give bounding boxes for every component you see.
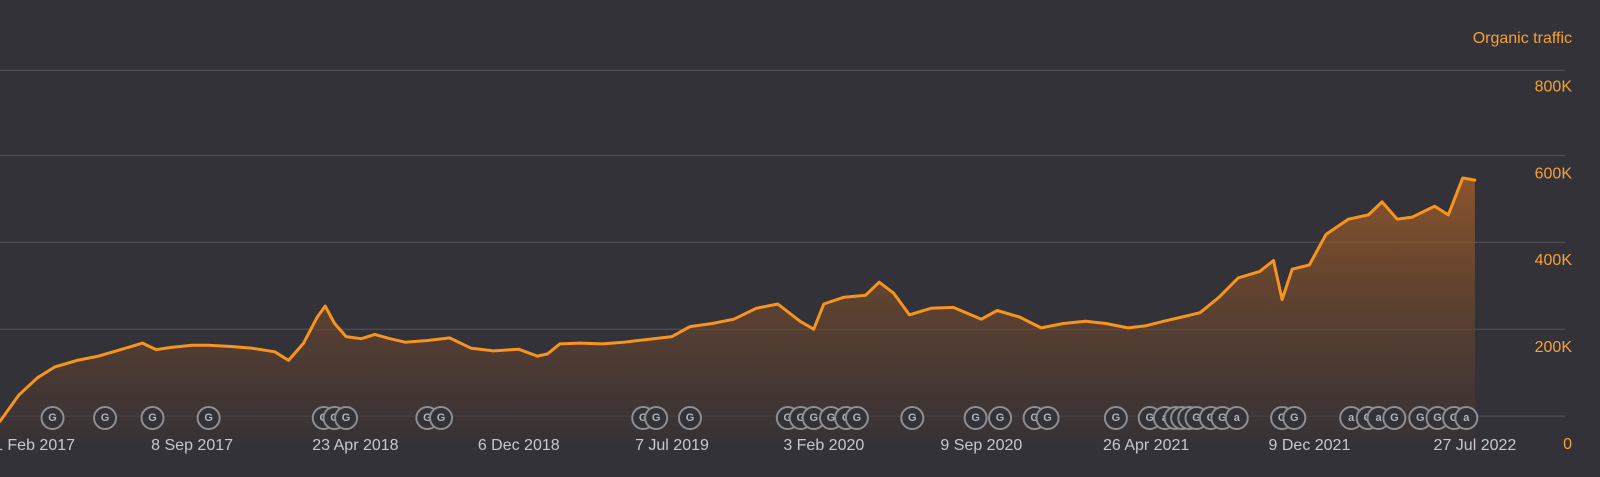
- google-update-marker-icon[interactable]: G: [1382, 406, 1407, 430]
- svg-text:G: G: [652, 412, 661, 424]
- svg-text:G: G: [342, 412, 351, 424]
- svg-text:G: G: [1433, 412, 1442, 424]
- x-tick-label: 6 Dec 2018: [478, 437, 560, 454]
- svg-text:G: G: [101, 412, 110, 424]
- y-tick-label: 400K: [1535, 252, 1573, 269]
- svg-text:a: a: [1375, 412, 1382, 424]
- google-update-marker-icon[interactable]: G: [40, 406, 65, 430]
- google-update-marker-icon[interactable]: G: [963, 406, 988, 430]
- google-update-marker-icon[interactable]: G: [844, 406, 869, 430]
- google-update-marker-icon[interactable]: G: [334, 406, 359, 430]
- google-update-marker-icon[interactable]: G: [140, 406, 165, 430]
- svg-text:G: G: [1030, 412, 1039, 424]
- annotation-marker-icon[interactable]: a: [1224, 406, 1249, 430]
- svg-text:G: G: [1390, 412, 1399, 424]
- svg-text:G: G: [48, 412, 57, 424]
- x-tick-label: 1 Feb 2017: [0, 437, 75, 454]
- svg-text:G: G: [1043, 412, 1052, 424]
- area-layer: [0, 178, 1475, 443]
- annotation-marker-icon[interactable]: a: [1454, 406, 1479, 430]
- traffic-area: [0, 178, 1475, 443]
- svg-text:a: a: [1234, 412, 1241, 424]
- svg-text:a: a: [1463, 412, 1470, 424]
- x-tick-label: 23 Apr 2018: [312, 437, 398, 454]
- svg-text:G: G: [686, 412, 695, 424]
- google-update-marker-icon[interactable]: G: [93, 406, 118, 430]
- google-update-marker-icon[interactable]: G: [196, 406, 221, 430]
- svg-text:G: G: [996, 412, 1005, 424]
- svg-text:G: G: [784, 412, 793, 424]
- svg-text:G: G: [1218, 412, 1227, 424]
- y-tick-label: 800K: [1535, 78, 1573, 95]
- svg-text:G: G: [853, 412, 862, 424]
- series-title: Organic traffic: [1473, 30, 1572, 47]
- google-update-marker-icon[interactable]: G: [988, 406, 1013, 430]
- x-tick-label: 26 Apr 2021: [1103, 437, 1189, 454]
- x-tick-label: 9 Dec 2021: [1269, 437, 1351, 454]
- svg-text:G: G: [908, 412, 917, 424]
- google-update-marker-icon[interactable]: G: [900, 406, 925, 430]
- svg-text:G: G: [827, 412, 836, 424]
- svg-text:G: G: [971, 412, 980, 424]
- svg-text:G: G: [639, 412, 648, 424]
- svg-text:G: G: [796, 412, 805, 424]
- y-tick-label: 600K: [1535, 165, 1573, 182]
- x-tick-label: 7 Jul 2019: [635, 437, 709, 454]
- x-tick-label: 27 Jul 2022: [1434, 437, 1517, 454]
- google-update-marker-icon[interactable]: G: [1282, 406, 1307, 430]
- x-tick-label: 9 Sep 2020: [940, 437, 1022, 454]
- svg-text:G: G: [1278, 412, 1287, 424]
- traffic-line: [0, 176, 1477, 423]
- google-update-marker-icon[interactable]: G: [677, 406, 702, 430]
- svg-text:G: G: [1192, 412, 1201, 424]
- google-update-marker-icon[interactable]: G: [1408, 406, 1433, 430]
- svg-text:G: G: [423, 412, 432, 424]
- svg-text:G: G: [1112, 412, 1121, 424]
- svg-text:G: G: [204, 412, 213, 424]
- event-marker-layer: GGGGGGGGGGGGGGGGGGGGGGGGGaGGGGGGaGGaGaGG…: [40, 406, 1479, 430]
- google-update-marker-icon[interactable]: G: [429, 406, 454, 430]
- google-update-marker-icon[interactable]: G: [1103, 406, 1128, 430]
- x-tick-label: 3 Feb 2020: [783, 437, 864, 454]
- x-tick-label: 8 Sep 2017: [151, 437, 233, 454]
- svg-text:G: G: [1290, 412, 1299, 424]
- y-tick-label: 200K: [1535, 339, 1573, 356]
- svg-text:G: G: [437, 412, 446, 424]
- svg-text:G: G: [1450, 412, 1459, 424]
- label-layer: Organic traffic 0 200K 400K 600K 800K 1 Feb 2…: [0, 30, 1572, 454]
- svg-text:a: a: [1348, 412, 1355, 424]
- svg-text:G: G: [148, 412, 157, 424]
- google-update-marker-icon[interactable]: G: [644, 406, 669, 430]
- google-update-marker-icon[interactable]: G: [1425, 406, 1450, 430]
- y-tick-label: 0: [1563, 436, 1572, 453]
- svg-text:G: G: [1416, 412, 1425, 424]
- google-update-marker-icon[interactable]: G: [1035, 406, 1060, 430]
- svg-text:G: G: [1145, 412, 1154, 424]
- line-layer: [0, 176, 1477, 423]
- svg-text:G: G: [809, 412, 818, 424]
